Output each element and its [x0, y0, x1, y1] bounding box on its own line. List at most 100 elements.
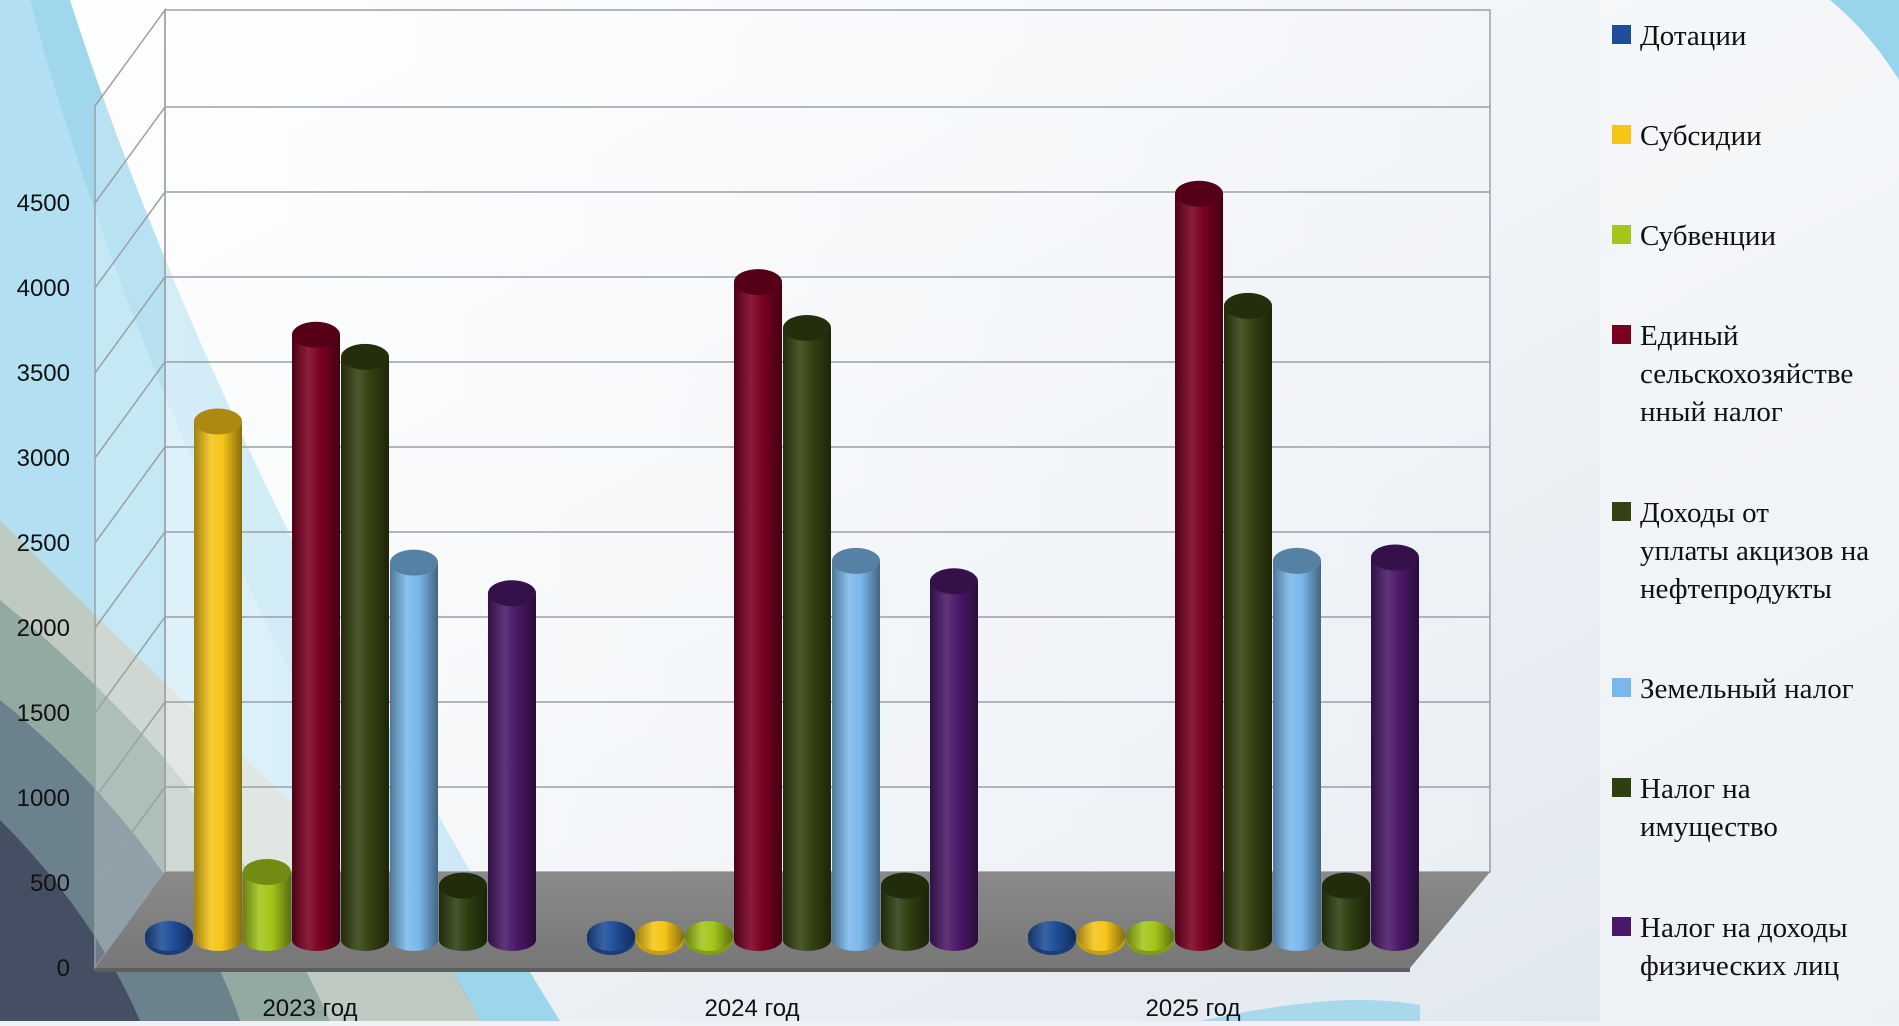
- gridline-side: [94, 361, 166, 459]
- bar: [881, 872, 929, 951]
- bar-body: [390, 562, 438, 951]
- bar-top: [1028, 921, 1076, 951]
- bar-top: [1322, 872, 1370, 899]
- bar-top: [1175, 180, 1223, 207]
- floor-edge: [95, 968, 1410, 972]
- y-tick-label: 3000: [17, 445, 70, 472]
- bar-top: [390, 549, 438, 576]
- bar-top: [587, 921, 635, 951]
- bar: [587, 921, 635, 955]
- gridline-side: [94, 786, 166, 884]
- legend-swatch: [1612, 225, 1631, 244]
- bar: [1126, 921, 1174, 955]
- legend-swatch: [1612, 502, 1631, 521]
- bar-body: [1273, 560, 1321, 951]
- legend: Дотации Субсидии Субвенции Единый сельскохоз…: [1612, 20, 1869, 982]
- bar-top: [194, 408, 242, 435]
- bar-top: [783, 315, 831, 341]
- bar-top: [930, 568, 978, 595]
- y-tick-label: 4000: [17, 275, 70, 302]
- bar: [145, 921, 193, 955]
- bar-body: [832, 560, 880, 951]
- bar: [930, 568, 978, 951]
- legend-swatch: [1612, 125, 1631, 144]
- legend-label: Земельный налог: [1640, 673, 1854, 705]
- legend-item: Налог на имущество: [1612, 773, 1778, 843]
- legend-label: физических лиц: [1640, 950, 1839, 982]
- bar: [1028, 921, 1076, 955]
- legend-item: Субсидии: [1612, 120, 1762, 152]
- bar-top: [1371, 544, 1419, 571]
- gridline-side: [94, 106, 166, 204]
- bar: [341, 343, 389, 951]
- y-axis: 0 500 1000 1500 2000 2500 3000 3500 4000 4500: [17, 190, 70, 982]
- y-tick-label: 4500: [17, 190, 70, 217]
- bar-top: [145, 921, 193, 951]
- bar-body: [1322, 885, 1370, 951]
- y-tick-label: 500: [30, 870, 70, 897]
- bar: [488, 580, 536, 951]
- legend-swatch: [1612, 25, 1631, 44]
- legend-label: Единый: [1640, 320, 1739, 352]
- x-tick-label: 2024 год: [704, 995, 799, 1021]
- legend-label: Налог на: [1640, 773, 1751, 805]
- legend-label: уплаты акцизов на: [1640, 535, 1869, 567]
- side-wall: [94, 7, 166, 971]
- bar-top: [636, 921, 684, 951]
- legend-item: Доходы от уплаты акцизов на нефтепродукты: [1612, 497, 1869, 605]
- bar-body: [341, 356, 389, 951]
- legend-item: Дотации: [1612, 20, 1746, 52]
- bar-body: [734, 282, 782, 952]
- bar-body: [292, 334, 340, 951]
- bar-top: [881, 872, 929, 899]
- bar-body: [1175, 193, 1223, 951]
- y-tick-label: 0: [57, 955, 70, 982]
- bar-body: [488, 593, 536, 951]
- legend-item: Земельный налог: [1612, 673, 1854, 705]
- bar: [439, 872, 487, 951]
- bar: [1175, 180, 1223, 951]
- legend-label: нный налог: [1640, 396, 1783, 428]
- x-tick-label: 2025 год: [1145, 995, 1240, 1021]
- legend-swatch: [1612, 778, 1631, 797]
- bar: [1224, 292, 1272, 951]
- gridline-side: [94, 191, 166, 289]
- bar-body: [881, 885, 929, 951]
- y-tick-label: 2500: [17, 530, 70, 557]
- legend-label: Субвенции: [1640, 220, 1776, 252]
- legend-label: Доходы от: [1640, 497, 1769, 529]
- bar-top: [439, 872, 487, 899]
- y-tick-label: 1500: [17, 700, 70, 727]
- legend-item: Субвенции: [1612, 220, 1776, 252]
- bar-body: [1371, 557, 1419, 951]
- bars: [145, 180, 1419, 955]
- y-tick-label: 1000: [17, 785, 70, 812]
- bar-top: [341, 343, 389, 370]
- legend-label: Налог на доходы: [1640, 912, 1848, 944]
- bar: [636, 921, 684, 955]
- bar-top: [1224, 292, 1272, 319]
- bar: [292, 321, 340, 951]
- bar: [390, 549, 438, 951]
- bar: [1371, 544, 1419, 951]
- bar-top: [292, 321, 340, 348]
- bar-body: [1224, 305, 1272, 951]
- x-tick-label: 2023 год: [262, 995, 357, 1021]
- legend-swatch: [1612, 917, 1631, 936]
- legend-label: Субсидии: [1640, 120, 1762, 152]
- legend-item: Налог на доходы физических лиц: [1612, 912, 1848, 982]
- bar-top: [832, 547, 880, 574]
- bar-body: [783, 328, 831, 951]
- x-axis: 2023 год 2024 год 2025 год: [262, 995, 1240, 1022]
- legend-label: Дотации: [1640, 20, 1746, 52]
- bar: [1322, 872, 1370, 951]
- bar-top: [488, 580, 536, 607]
- bar: [243, 859, 291, 951]
- legend-swatch: [1612, 678, 1631, 697]
- gridline-side: [94, 616, 166, 714]
- bar-top: [685, 921, 733, 951]
- gridline-side: [94, 446, 166, 544]
- bar-body: [194, 421, 242, 951]
